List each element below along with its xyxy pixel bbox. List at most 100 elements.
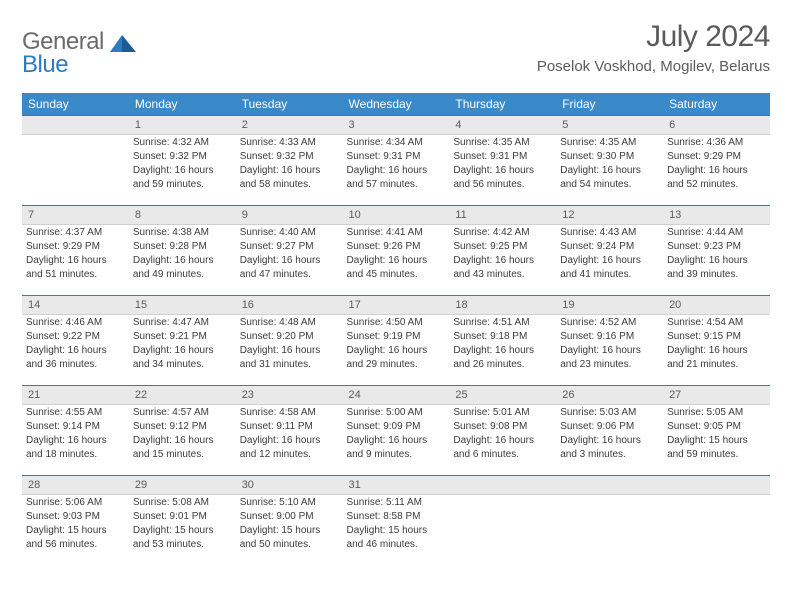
- day-info: Sunrise: 4:51 AMSunset: 9:18 PMDaylight:…: [449, 316, 556, 375]
- info-line-sunset: Sunset: 9:06 PM: [560, 420, 659, 433]
- info-line-daylight2: and 45 minutes.: [347, 268, 446, 281]
- info-line-sunrise: Sunrise: 5:08 AM: [133, 496, 232, 509]
- info-line-sunrise: Sunrise: 4:52 AM: [560, 316, 659, 329]
- day-info: Sunrise: 4:36 AMSunset: 9:29 PMDaylight:…: [663, 136, 770, 195]
- day-number: 31: [343, 475, 450, 495]
- info-line-daylight1: Daylight: 16 hours: [347, 164, 446, 177]
- day-number: 21: [22, 385, 129, 405]
- info-line-sunset: Sunset: 9:25 PM: [453, 240, 552, 253]
- info-line-sunrise: Sunrise: 4:35 AM: [560, 136, 659, 149]
- title-month: July 2024: [537, 20, 770, 54]
- day-info: Sunrise: 4:43 AMSunset: 9:24 PMDaylight:…: [556, 226, 663, 285]
- info-line-daylight1: Daylight: 16 hours: [133, 344, 232, 357]
- day-of-week-header: Saturday: [663, 93, 770, 115]
- title-block: July 2024 Poselok Voskhod, Mogilev, Bela…: [537, 20, 770, 75]
- day-number: 16: [236, 295, 343, 315]
- info-line-daylight2: and 59 minutes.: [133, 178, 232, 191]
- info-line-daylight2: and 57 minutes.: [347, 178, 446, 191]
- info-line-sunset: Sunset: 9:15 PM: [667, 330, 766, 343]
- info-line-daylight1: Daylight: 16 hours: [26, 254, 125, 267]
- calendar-week-row: 28Sunrise: 5:06 AMSunset: 9:03 PMDayligh…: [22, 475, 770, 565]
- info-line-daylight1: Daylight: 15 hours: [133, 524, 232, 537]
- info-line-sunrise: Sunrise: 5:00 AM: [347, 406, 446, 419]
- info-line-daylight1: Daylight: 16 hours: [560, 164, 659, 177]
- day-number: 7: [22, 205, 129, 225]
- info-line-daylight1: Daylight: 15 hours: [240, 524, 339, 537]
- info-line-sunset: Sunset: 9:00 PM: [240, 510, 339, 523]
- calendar-day-cell: 1Sunrise: 4:32 AMSunset: 9:32 PMDaylight…: [129, 115, 236, 205]
- info-line-sunset: Sunset: 9:24 PM: [560, 240, 659, 253]
- day-number: 22: [129, 385, 236, 405]
- info-line-daylight1: Daylight: 16 hours: [347, 254, 446, 267]
- info-line-sunset: Sunset: 9:27 PM: [240, 240, 339, 253]
- day-number: 12: [556, 205, 663, 225]
- calendar-day-cell: 9Sunrise: 4:40 AMSunset: 9:27 PMDaylight…: [236, 205, 343, 295]
- calendar-day-cell: 24Sunrise: 5:00 AMSunset: 9:09 PMDayligh…: [343, 385, 450, 475]
- calendar-day-cell: 17Sunrise: 4:50 AMSunset: 9:19 PMDayligh…: [343, 295, 450, 385]
- info-line-sunset: Sunset: 9:22 PM: [26, 330, 125, 343]
- info-line-sunset: Sunset: 9:20 PM: [240, 330, 339, 343]
- calendar-day-cell: 11Sunrise: 4:42 AMSunset: 9:25 PMDayligh…: [449, 205, 556, 295]
- day-info: Sunrise: 4:35 AMSunset: 9:30 PMDaylight:…: [556, 136, 663, 195]
- info-line-daylight2: and 46 minutes.: [347, 538, 446, 551]
- info-line-daylight2: and 21 minutes.: [667, 358, 766, 371]
- info-line-sunrise: Sunrise: 5:01 AM: [453, 406, 552, 419]
- info-line-sunset: Sunset: 9:21 PM: [133, 330, 232, 343]
- title-location: Poselok Voskhod, Mogilev, Belarus: [537, 58, 770, 75]
- day-info: Sunrise: 5:10 AMSunset: 9:00 PMDaylight:…: [236, 496, 343, 555]
- info-line-sunset: Sunset: 9:18 PM: [453, 330, 552, 343]
- info-line-daylight2: and 41 minutes.: [560, 268, 659, 281]
- day-of-week-header: Friday: [556, 93, 663, 115]
- day-info: Sunrise: 5:06 AMSunset: 9:03 PMDaylight:…: [22, 496, 129, 555]
- info-line-daylight2: and 15 minutes.: [133, 448, 232, 461]
- info-line-daylight1: Daylight: 15 hours: [347, 524, 446, 537]
- calendar-day-cell: 16Sunrise: 4:48 AMSunset: 9:20 PMDayligh…: [236, 295, 343, 385]
- info-line-sunrise: Sunrise: 4:32 AM: [133, 136, 232, 149]
- calendar-day-cell: 10Sunrise: 4:41 AMSunset: 9:26 PMDayligh…: [343, 205, 450, 295]
- day-info: Sunrise: 5:05 AMSunset: 9:05 PMDaylight:…: [663, 406, 770, 465]
- day-info: Sunrise: 4:41 AMSunset: 9:26 PMDaylight:…: [343, 226, 450, 285]
- info-line-daylight2: and 43 minutes.: [453, 268, 552, 281]
- day-info: Sunrise: 4:57 AMSunset: 9:12 PMDaylight:…: [129, 406, 236, 465]
- info-line-sunset: Sunset: 9:16 PM: [560, 330, 659, 343]
- info-line-sunrise: Sunrise: 4:43 AM: [560, 226, 659, 239]
- day-info: Sunrise: 4:50 AMSunset: 9:19 PMDaylight:…: [343, 316, 450, 375]
- info-line-sunset: Sunset: 9:05 PM: [667, 420, 766, 433]
- day-info: Sunrise: 4:58 AMSunset: 9:11 PMDaylight:…: [236, 406, 343, 465]
- info-line-daylight1: Daylight: 16 hours: [453, 434, 552, 447]
- info-line-daylight1: Daylight: 16 hours: [240, 164, 339, 177]
- day-number: 30: [236, 475, 343, 495]
- logo-glyph-icon: [110, 32, 136, 57]
- info-line-sunset: Sunset: 9:28 PM: [133, 240, 232, 253]
- day-number: [663, 475, 770, 495]
- info-line-sunrise: Sunrise: 4:33 AM: [240, 136, 339, 149]
- info-line-daylight2: and 26 minutes.: [453, 358, 552, 371]
- day-number: 10: [343, 205, 450, 225]
- calendar-week-row: 1Sunrise: 4:32 AMSunset: 9:32 PMDaylight…: [22, 115, 770, 205]
- calendar-day-cell: 13Sunrise: 4:44 AMSunset: 9:23 PMDayligh…: [663, 205, 770, 295]
- info-line-sunset: Sunset: 9:32 PM: [240, 150, 339, 163]
- info-line-sunset: Sunset: 9:12 PM: [133, 420, 232, 433]
- info-line-daylight1: Daylight: 15 hours: [667, 434, 766, 447]
- day-info: Sunrise: 4:40 AMSunset: 9:27 PMDaylight:…: [236, 226, 343, 285]
- day-number: 26: [556, 385, 663, 405]
- calendar-day-cell: 20Sunrise: 4:54 AMSunset: 9:15 PMDayligh…: [663, 295, 770, 385]
- info-line-sunrise: Sunrise: 4:34 AM: [347, 136, 446, 149]
- info-line-daylight2: and 51 minutes.: [26, 268, 125, 281]
- day-info: Sunrise: 4:55 AMSunset: 9:14 PMDaylight:…: [22, 406, 129, 465]
- info-line-sunrise: Sunrise: 4:48 AM: [240, 316, 339, 329]
- info-line-daylight2: and 3 minutes.: [560, 448, 659, 461]
- info-line-daylight2: and 49 minutes.: [133, 268, 232, 281]
- calendar-day-cell: 19Sunrise: 4:52 AMSunset: 9:16 PMDayligh…: [556, 295, 663, 385]
- info-line-sunrise: Sunrise: 4:55 AM: [26, 406, 125, 419]
- info-line-daylight2: and 54 minutes.: [560, 178, 659, 191]
- day-number: 4: [449, 115, 556, 135]
- calendar-week-row: 7Sunrise: 4:37 AMSunset: 9:29 PMDaylight…: [22, 205, 770, 295]
- calendar-day-cell: 28Sunrise: 5:06 AMSunset: 9:03 PMDayligh…: [22, 475, 129, 565]
- info-line-daylight1: Daylight: 16 hours: [133, 434, 232, 447]
- info-line-daylight2: and 52 minutes.: [667, 178, 766, 191]
- info-line-daylight2: and 53 minutes.: [133, 538, 232, 551]
- day-number: 9: [236, 205, 343, 225]
- calendar-day-cell: 2Sunrise: 4:33 AMSunset: 9:32 PMDaylight…: [236, 115, 343, 205]
- day-info: Sunrise: 4:38 AMSunset: 9:28 PMDaylight:…: [129, 226, 236, 285]
